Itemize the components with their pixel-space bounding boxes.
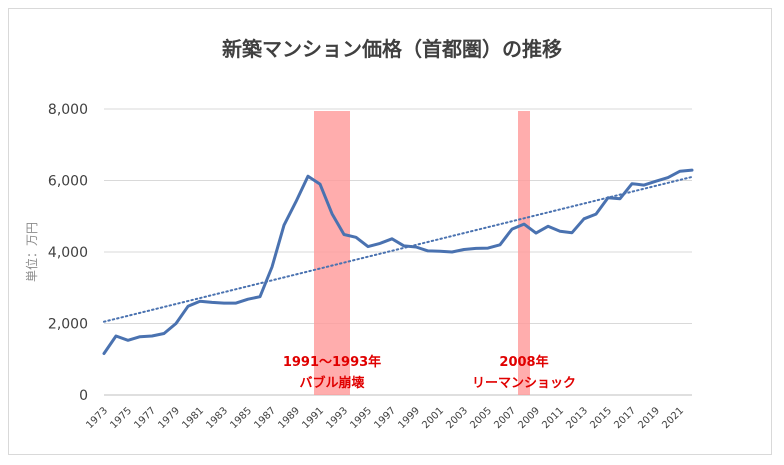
x-axis-ticks: 1973197519771979198119831985198719891991… (84, 405, 686, 431)
annotation-period: 2008年 (499, 354, 548, 370)
x-tick-label: 1993 (324, 405, 350, 431)
annotation-period: 1991～1993年 (283, 354, 381, 370)
y-tick-label: 2,000 (48, 317, 88, 333)
x-tick-label: 1991 (300, 405, 326, 431)
highlight-band (518, 111, 530, 395)
y-axis-label: 単位：万円 (24, 222, 39, 282)
chart-frame (8, 8, 772, 455)
x-tick-label: 1999 (396, 405, 422, 431)
x-tick-label: 2005 (468, 405, 494, 431)
highlight-bands (314, 111, 530, 395)
x-tick-label: 2007 (492, 405, 518, 431)
x-tick-label: 1975 (108, 405, 134, 431)
x-tick-label: 2019 (636, 405, 662, 431)
y-axis-ticks: 0 2,000 4,000 6,000 8,000 (48, 102, 88, 404)
x-tick-label: 1987 (252, 405, 278, 431)
x-tick-label: 2015 (588, 405, 614, 431)
y-tick-label: 8,000 (48, 102, 88, 118)
series-layer (102, 168, 694, 355)
trendline (103, 175, 693, 323)
highlight-band (314, 111, 350, 395)
x-tick-label: 2009 (516, 405, 542, 431)
x-tick-label: 2017 (612, 405, 638, 431)
x-tick-label: 1997 (372, 405, 398, 431)
x-tick-label: 1983 (204, 405, 230, 431)
x-tick-label: 1981 (180, 405, 206, 431)
x-tick-label: 1989 (276, 405, 302, 431)
x-tick-label: 1995 (348, 405, 374, 431)
x-tick-label: 1973 (84, 405, 110, 431)
chart-title: 新築マンション価格（首都圏）の推移 (222, 37, 562, 61)
x-tick-label: 2001 (420, 405, 446, 431)
y-tick-label: 0 (79, 388, 88, 404)
y-tick-label: 6,000 (48, 174, 88, 190)
annotation-event: リーマンショック (472, 376, 576, 391)
x-tick-label: 2021 (660, 405, 686, 431)
annotation-event: バブル崩壊 (299, 375, 365, 391)
series-line (102, 168, 694, 355)
x-tick-label: 1977 (132, 405, 158, 431)
x-tick-label: 2013 (564, 405, 590, 431)
x-tick-label: 2003 (444, 405, 470, 431)
x-tick-label: 1985 (228, 405, 254, 431)
gridlines (104, 108, 692, 396)
x-tick-label: 1979 (156, 405, 182, 431)
y-tick-label: 4,000 (48, 245, 88, 261)
x-tick-label: 2011 (540, 405, 566, 431)
